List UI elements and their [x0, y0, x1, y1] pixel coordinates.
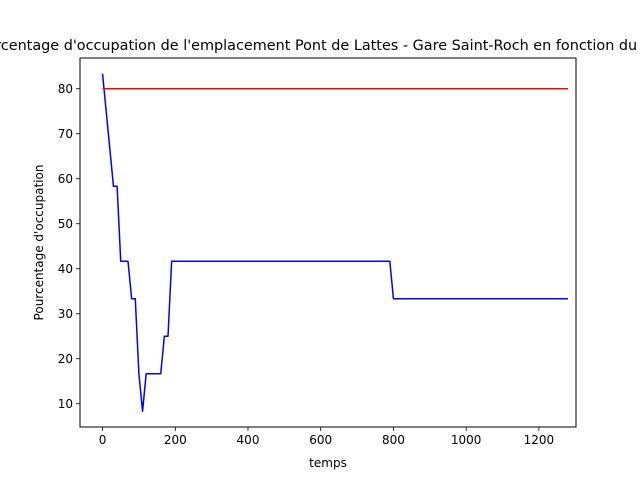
- y-tick-label: 50: [58, 217, 73, 231]
- y-tick-label: 60: [58, 172, 73, 186]
- plot-frame: [79, 57, 577, 428]
- series-line-1: [101, 73, 568, 412]
- x-tick-label: 600: [309, 433, 332, 447]
- x-tick-label: 1000: [451, 433, 482, 447]
- y-tick-label: 40: [58, 262, 73, 276]
- y-tick-label: 80: [58, 82, 73, 96]
- y-tick-label: 70: [58, 127, 73, 141]
- plot-area: [80, 58, 576, 427]
- y-axis-label: Pourcentage d'occupation: [32, 165, 46, 321]
- series-layer: [101, 73, 568, 412]
- y-tick-label: 30: [58, 307, 73, 321]
- x-tick-label: 0: [99, 433, 107, 447]
- chart-title: Pourcentage d'occupation de l'emplacemen…: [0, 38, 640, 54]
- y-tick-label: 20: [58, 352, 73, 366]
- x-tick-label: 1200: [524, 433, 555, 447]
- x-axis-label: temps: [309, 456, 347, 470]
- x-axis-ticks: 0 200 400 600 800 1000 1200: [99, 427, 554, 447]
- x-tick-label: 200: [164, 433, 187, 447]
- x-tick-label: 400: [237, 433, 260, 447]
- y-tick-label: 10: [58, 397, 73, 411]
- y-axis-ticks: 10 20 30 40 50 60 70 80: [58, 82, 80, 411]
- x-tick-label: 800: [382, 433, 405, 447]
